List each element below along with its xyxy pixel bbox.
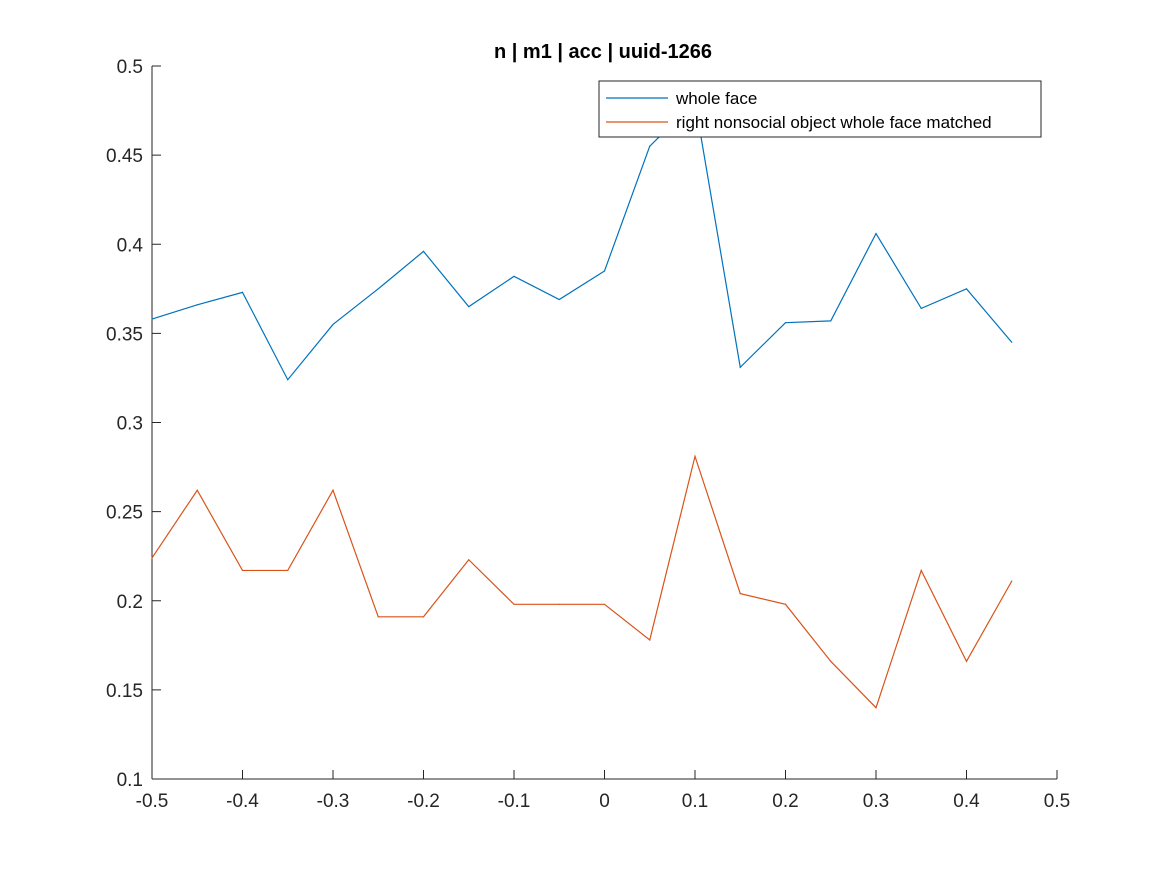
series-2-point [694,455,696,457]
y-tick-label: 0.2 [117,592,143,613]
series-2-point [649,639,651,641]
series-1-point [287,379,289,381]
x-tick-label: -0.4 [226,791,259,812]
series-1-point [196,304,198,306]
series-2-point [196,489,198,491]
series-2-point [603,603,606,605]
chart-title: n | m1 | acc | uuid-1266 [494,41,712,63]
series-1-point [649,145,651,147]
legend-box [598,80,1042,138]
series-2-point [377,616,379,618]
series-2-point [875,707,877,709]
series-2-point [241,569,244,572]
y-tick-label: 0.3 [117,414,143,435]
series-1-point [920,307,922,310]
series-2-point [965,660,968,662]
x-tick-label: 0.1 [682,791,708,812]
series-2-point [558,603,560,605]
series-1-point [784,322,787,324]
y-tick-label: 0.1 [117,770,143,791]
series-1-point [151,318,153,320]
legend: whole face right nonsocial object whole f… [598,80,1042,138]
series-1-point [468,306,470,308]
series-2-point [1011,580,1013,582]
series-1-point [965,288,968,290]
x-tick-label: 0.3 [863,791,889,812]
series-1-point [875,232,877,235]
series-line-2 [151,454,1013,709]
series-1-point [332,323,334,326]
series-2-point [468,559,470,561]
series-2-point [830,660,832,662]
series-1-point [1011,341,1013,343]
y-tick-label: 0.45 [106,146,143,167]
x-tick-label: 0.5 [1044,791,1070,812]
series-1-point [241,291,244,293]
series-1-point [558,298,560,301]
plot-area: -0.5 -0.4 -0.3 -0.2 -0.1 0 0.1 0.2 0.3 0.4 0.5 0.1 0… [106,57,1070,812]
series-2-point [739,593,741,595]
x-tick-label: 0.2 [772,791,798,812]
y-tick-label: 0.25 [106,503,143,524]
y-tick-label: 0.5 [117,57,143,78]
x-tick-label: 0.4 [953,791,980,812]
y-tick-label: 0.15 [106,681,143,702]
series-1-point [830,320,832,322]
series-2-point [151,557,153,559]
series-2-point [422,616,425,618]
series-2-point [513,603,515,605]
series-1-point [377,288,379,290]
series-2-point [332,489,334,491]
series-2-point [920,569,922,572]
legend-label-2: right nonsocial object whole face matche… [676,113,992,132]
series-2-point [784,603,787,605]
series-1-point [513,275,515,277]
legend-label-1: whole face [675,89,757,108]
y-tick-label: 0.35 [106,324,143,345]
series-2-point [287,569,289,572]
series-1-point [603,270,606,272]
x-tick-label: 0 [599,791,610,812]
x-tick-label: -0.1 [498,791,531,812]
x-tick-label: -0.5 [136,791,169,812]
y-tick-label: 0.4 [117,235,144,256]
series-1-point [422,250,425,252]
x-tick-label: -0.3 [317,791,350,812]
x-tick-label: -0.2 [407,791,440,812]
series-line-1 [151,100,1013,381]
series-1-point [739,366,741,368]
